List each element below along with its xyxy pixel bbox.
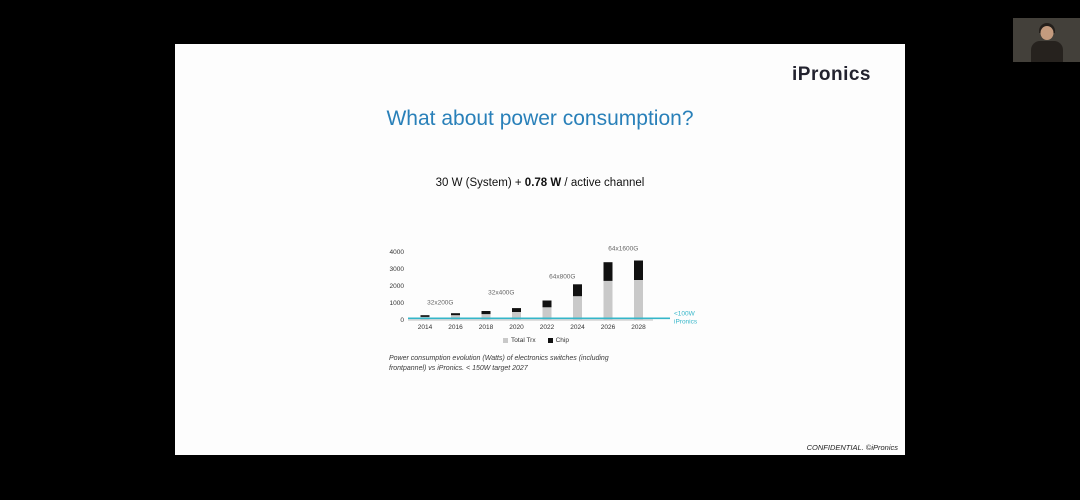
caption-line-2: frontpannel) vs iPronics. < 150W target … <box>389 365 528 372</box>
svg-text:32x400G: 32x400G <box>488 290 514 297</box>
legend-swatch-total <box>503 338 509 343</box>
webcam-thumbnail[interactable] <box>1013 18 1080 62</box>
svg-text:<100W: <100W <box>674 310 696 317</box>
svg-text:0: 0 <box>400 317 404 324</box>
participant-silhouette <box>1013 18 1080 62</box>
svg-text:32x200G: 32x200G <box>427 300 453 307</box>
svg-text:2020: 2020 <box>509 324 524 331</box>
legend-label-total: Total Trx <box>511 337 536 344</box>
slide-title: What about power consumption? <box>386 107 694 130</box>
svg-text:64x1600G: 64x1600G <box>608 245 638 252</box>
svg-text:2022: 2022 <box>540 324 555 331</box>
svg-text:1000: 1000 <box>390 300 405 307</box>
svg-text:2014: 2014 <box>418 324 433 331</box>
caption-line-1: Power consumption evolution (Watts) of e… <box>389 355 609 362</box>
legend-item-total-trx: Total Trx <box>503 337 536 344</box>
legend-label-chip: Chip <box>555 337 569 344</box>
svg-text:iPronics: iPronics <box>674 318 698 325</box>
svg-text:2016: 2016 <box>448 324 463 331</box>
chart-caption: Power consumption evolution (Watts) of e… <box>389 354 609 374</box>
svg-text:4000: 4000 <box>390 249 405 256</box>
participant-head <box>1040 26 1053 40</box>
subtitle-bold-value: 0.78 W <box>524 177 562 189</box>
confidential-footer: CONFIDENTIAL. ©iPronics <box>806 443 898 452</box>
chart-legend: Total Trx Chip <box>361 337 711 344</box>
participant-torso <box>1030 41 1063 62</box>
svg-text:2026: 2026 <box>601 324 616 331</box>
legend-item-chip: Chip <box>547 337 569 344</box>
presentation-slide: iPronics What about power consumption? 3… <box>175 44 905 455</box>
svg-text:64x800G: 64x800G <box>549 273 575 280</box>
subtitle-suffix: / active channel <box>561 177 645 189</box>
slide-subtitle: 30 W (System) + 0.78 W / active channel <box>175 177 905 189</box>
svg-text:2024: 2024 <box>570 324 585 331</box>
svg-text:2028: 2028 <box>631 324 646 331</box>
svg-text:3000: 3000 <box>390 266 405 273</box>
subtitle-prefix: 30 W (System) + <box>435 177 525 189</box>
power-consumption-chart: 0 1000 2000 3000 4000 2014 2016 2018 2020 2022 202… <box>390 245 698 331</box>
ipronics-logo: iPronics <box>792 64 871 85</box>
svg-text:2018: 2018 <box>479 324 494 331</box>
svg-text:2000: 2000 <box>390 283 405 290</box>
legend-swatch-chip <box>547 338 553 343</box>
